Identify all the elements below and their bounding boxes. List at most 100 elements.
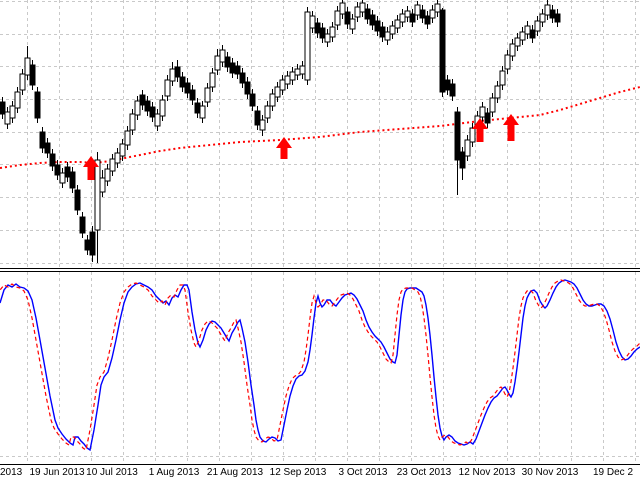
panel-separator[interactable] (0, 268, 640, 272)
candle (459, 147, 466, 180)
candle (339, 0, 346, 19)
candle (494, 81, 501, 103)
candle (464, 135, 471, 161)
candle-body-bear (409, 13, 416, 23)
candle-body-bull (299, 65, 306, 75)
candle (229, 58, 236, 78)
candle-body-bull (539, 13, 546, 23)
candle (369, 10, 376, 30)
candle (244, 77, 251, 99)
candle (394, 15, 401, 33)
candle (139, 90, 146, 110)
candle (534, 16, 541, 36)
candle-body-bear (64, 166, 71, 178)
candle-body-bull (489, 97, 496, 113)
candle (384, 27, 391, 45)
oscillator-signal-line (0, 279, 640, 451)
candle-body-bull (59, 172, 66, 184)
candle-body-bear (344, 11, 351, 25)
candle (94, 152, 101, 263)
candle-body-bull (279, 79, 286, 91)
candle-body-bull (399, 13, 406, 23)
candle (299, 61, 306, 79)
time-axis-label: 12 Nov 2013 (459, 467, 516, 478)
candle (484, 108, 491, 128)
candle-body-bear (449, 83, 456, 97)
candle (544, 0, 551, 20)
candle-body-bear (74, 189, 81, 211)
candle-body-bull (259, 119, 266, 131)
candle-body-bear (84, 239, 91, 251)
candle-body-bull (389, 25, 396, 35)
candle (549, 5, 556, 23)
candle (289, 67, 296, 85)
candle (154, 109, 161, 131)
candle (499, 66, 506, 90)
candle (219, 45, 226, 67)
candle-body-bull (169, 68, 176, 82)
candle (359, 0, 366, 17)
candle-body-bear (374, 20, 381, 32)
candle (399, 9, 406, 27)
candle (189, 85, 196, 105)
candle-body-bull (264, 105, 271, 119)
candle (364, 4, 371, 24)
candle (149, 102, 156, 122)
candle (74, 185, 81, 215)
time-axis-label: 12 Sep 2013 (270, 467, 327, 478)
candle (214, 49, 221, 75)
candle-body-bull (9, 105, 16, 119)
candle (324, 29, 331, 47)
candle-body-bear (174, 66, 181, 78)
candle-body-bull (359, 2, 366, 13)
candle (439, 8, 446, 97)
candle (554, 9, 561, 27)
candle-body-bear (229, 62, 236, 74)
candle (59, 168, 66, 188)
candle (4, 107, 11, 129)
candle-body-bull (114, 152, 121, 164)
candle-body-bull (414, 4, 421, 16)
candle-body-bull (504, 54, 511, 70)
candle (54, 160, 61, 180)
time-axis-labels: 2013 19 Jun 2013 10 Jul 2013 1 Aug 2013 21 A… (0, 467, 633, 478)
candle-body-bull (164, 79, 171, 97)
candle (29, 60, 36, 90)
candle-body-bear (254, 110, 261, 126)
candle (389, 21, 396, 39)
candle (539, 9, 546, 27)
candle-body-bear (484, 112, 491, 124)
candle-body-bull (124, 130, 131, 146)
candle-body-bear (554, 13, 561, 23)
candlestick-series[interactable] (0, 0, 561, 263)
candle-body-bull (384, 31, 391, 41)
candle (69, 167, 76, 193)
oscillator-lines[interactable] (0, 279, 640, 452)
candle (444, 75, 451, 95)
candle-body-bull (494, 85, 501, 99)
candle (304, 7, 311, 85)
candle-body-bear (364, 8, 371, 20)
candle (169, 62, 176, 86)
candle (529, 25, 536, 43)
candle-body-bull (154, 113, 161, 127)
candle (414, 1, 421, 20)
candle (49, 149, 56, 171)
candle (419, 5, 426, 23)
candle-body-bull (429, 9, 436, 19)
candle-body-bull (134, 100, 141, 116)
candle (184, 78, 191, 98)
candle (134, 96, 141, 120)
candle-body-bull (94, 159, 101, 231)
time-axis-label: 3 Oct 2013 (339, 467, 388, 478)
candle-body-bull (469, 127, 476, 143)
candle-body-bear (0, 101, 6, 115)
candle-body-bull (14, 91, 21, 109)
candle-body-bull (354, 6, 361, 18)
candle-body-bull (339, 2, 346, 15)
candle-body-bull (289, 71, 296, 81)
candle (199, 101, 206, 123)
candle (19, 69, 26, 95)
candle (194, 98, 201, 118)
candle (374, 16, 381, 36)
